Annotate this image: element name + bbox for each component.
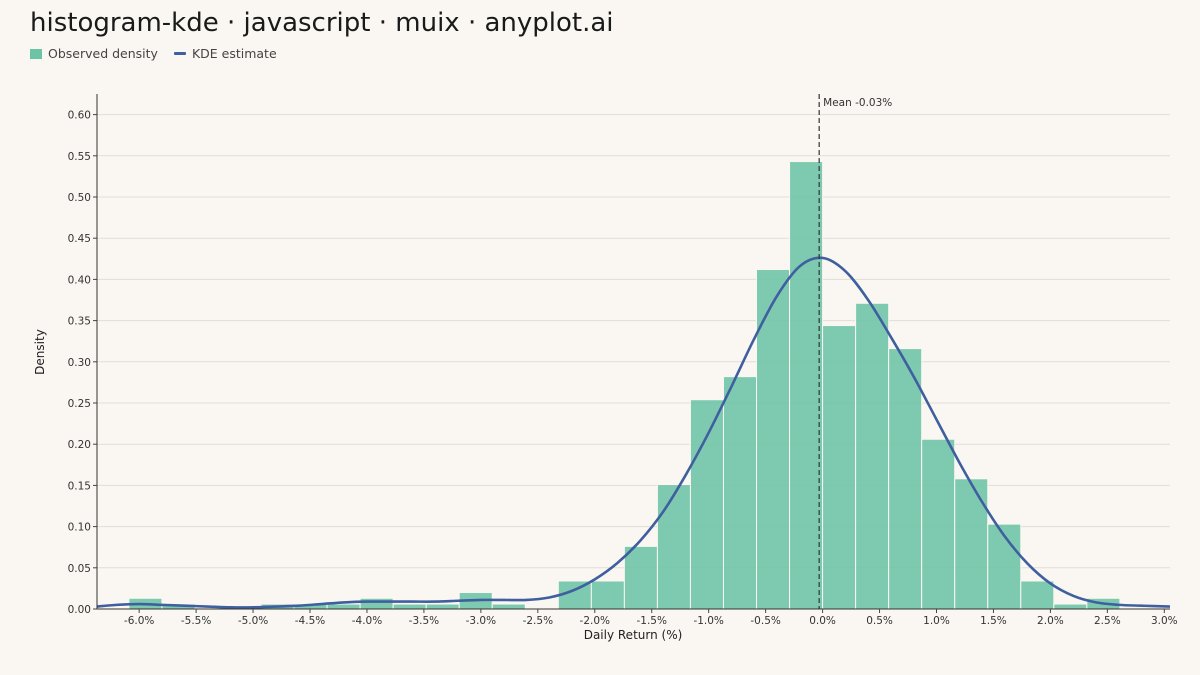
histogram-bar (789, 161, 824, 610)
axes: 0.00 0.05 0.10 0.15 0.20 0.25 0.30 0.35 0.40 0.45… (68, 94, 1178, 627)
x-tick-label: 1.0% (923, 615, 950, 627)
histogram-bars (128, 161, 1121, 610)
histogram-bar (656, 484, 691, 610)
x-tick-label: -5.5% (181, 615, 211, 627)
histogram-bar (359, 597, 394, 610)
histogram-bar (590, 580, 625, 610)
legend-item-observed-density[interactable]: Observed density (30, 46, 158, 61)
x-tick-label: 1.5% (980, 615, 1007, 627)
histogram-bar (888, 348, 923, 610)
legend-label-kde-estimate: KDE estimate (191, 46, 277, 61)
y-tick-label: 0.20 (68, 439, 91, 451)
histogram-bar (689, 399, 724, 610)
x-tick-label: -1.5% (636, 615, 666, 627)
y-axis-label: Density (33, 329, 47, 375)
x-tick-label: -4.5% (295, 615, 325, 627)
mean-label: Mean -0.03% (823, 97, 892, 109)
kde-curve-group (96, 256, 1171, 609)
y-tick-label: 0.15 (68, 480, 91, 492)
x-tick-label: 0.0% (809, 615, 836, 627)
y-tick-label: 0.45 (68, 233, 91, 245)
legend-item-kde-estimate[interactable]: KDE estimate (173, 46, 277, 61)
histogram-bar (921, 438, 956, 610)
y-tick-label: 0.30 (68, 357, 91, 369)
y-tick-label: 0.25 (68, 398, 91, 410)
histogram-bar (987, 523, 1022, 610)
histogram-bar (491, 603, 526, 610)
gridlines (97, 114, 1170, 569)
histogram-bar (392, 603, 427, 610)
histogram-bar (623, 545, 658, 610)
x-tick-label: 3.0% (1151, 615, 1178, 627)
y-tick-label: 0.50 (68, 192, 91, 204)
legend-label-observed-density: Observed density (48, 46, 158, 61)
y-tick-label: 0.40 (68, 274, 91, 286)
x-tick-label: -2.5% (523, 615, 553, 627)
legend-bar-swatch (30, 48, 42, 59)
histogram-bar (425, 603, 460, 610)
y-tick-label: 0.55 (68, 151, 91, 163)
x-tick-label: -2.0% (580, 615, 610, 627)
x-tick-label: -3.0% (466, 615, 496, 627)
histogram-bar (954, 478, 989, 610)
x-tick-label: -6.0% (124, 615, 154, 627)
x-axis-label: Daily Return (%) (584, 628, 683, 642)
kde-curve (96, 256, 1171, 609)
histogram-bar (722, 376, 758, 610)
y-tick-label: 0.00 (68, 604, 91, 616)
x-tick-label: 2.0% (1037, 615, 1064, 627)
mean-marker-group: Mean -0.03% (818, 94, 892, 609)
histogram-bar (756, 269, 791, 610)
legend-line-swatch (173, 52, 186, 55)
histogram-bar (1020, 580, 1055, 610)
chart-title: histogram-kde · javascript · muix · anyp… (30, 8, 614, 38)
x-tick-label: -1.0% (693, 615, 723, 627)
y-tick-label: 0.10 (68, 522, 91, 534)
histogram-bar (822, 325, 857, 610)
x-tick-label: -3.5% (409, 615, 439, 627)
y-tick-label: 0.60 (68, 110, 91, 122)
histogram-bar (1053, 603, 1088, 610)
x-tick-label: 0.5% (866, 615, 893, 627)
histogram-bar (326, 603, 361, 610)
x-tick-label: -5.0% (238, 615, 268, 627)
y-tick-label: 0.35 (68, 316, 91, 328)
legend: Observed density KDE estimate (30, 46, 277, 61)
histogram-bar (855, 302, 890, 610)
x-tick-label: -4.0% (352, 615, 382, 627)
x-tick-label: 2.5% (1094, 615, 1121, 627)
x-tick-label: -0.5% (750, 615, 780, 627)
y-tick-label: 0.05 (68, 563, 91, 575)
